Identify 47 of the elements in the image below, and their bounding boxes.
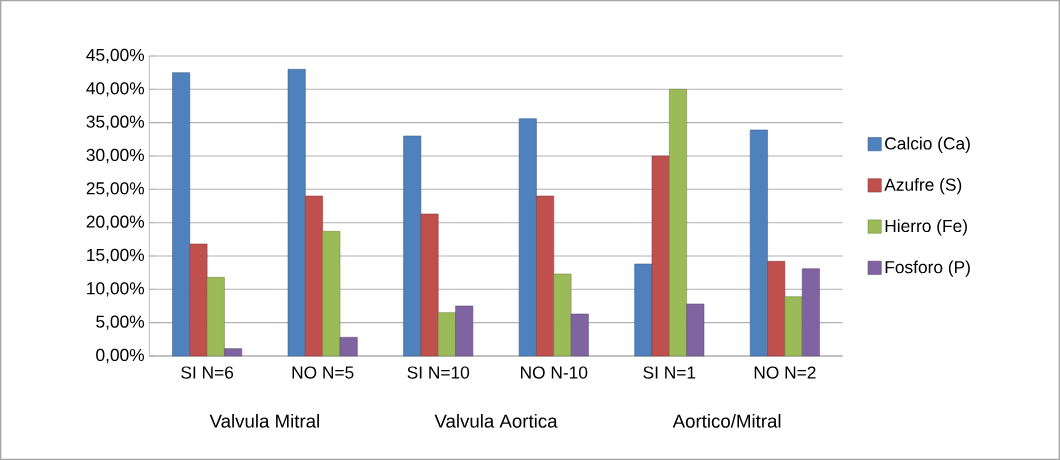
legend-label: Fosforo (P) <box>885 260 970 277</box>
x-tick-label: SI N=6 <box>181 366 234 379</box>
y-tick-label: 40,00% <box>86 82 145 97</box>
bar <box>420 213 439 357</box>
bar <box>437 312 456 357</box>
bar <box>339 337 358 357</box>
bar <box>403 135 422 357</box>
bar <box>686 303 705 357</box>
legend-label: Azufre (S) <box>884 178 962 195</box>
y-tick-label: 20,00% <box>86 215 145 230</box>
bar <box>634 263 653 357</box>
y-tick-label: 35,00% <box>86 115 145 130</box>
bar <box>651 155 670 357</box>
bar <box>669 89 687 357</box>
bar <box>287 69 306 357</box>
text: Aortico/Mitral <box>672 414 781 428</box>
bar <box>322 231 341 357</box>
x-tick-label: NO N=2 <box>754 366 816 379</box>
bar <box>801 268 820 357</box>
x-tick-label: NO N-10 <box>521 366 588 379</box>
y-tick-label: 25,00% <box>86 182 145 197</box>
bar <box>189 243 208 357</box>
bar <box>784 296 803 357</box>
bar <box>172 72 191 357</box>
y-tick-label: 5,00% <box>96 315 145 330</box>
y-tick-label: 30,00% <box>86 148 145 164</box>
bar <box>305 195 323 357</box>
x-tick-label: SI N=1 <box>643 366 696 379</box>
legend-label: Hierro (Fe) <box>885 219 967 236</box>
text: Valvula Mitral <box>209 414 319 428</box>
x-tick-label: NO N=5 <box>292 366 354 379</box>
bar <box>553 273 572 357</box>
y-tick-label: 10,00% <box>87 282 145 297</box>
bar <box>749 129 768 357</box>
text: Valvula Aortica <box>434 414 558 428</box>
y-tick-label: 45,00% <box>86 48 145 64</box>
bar <box>455 305 474 357</box>
bar <box>518 118 537 357</box>
legend-label: Calcio (Ca) <box>885 136 970 154</box>
bar <box>206 277 225 357</box>
y-tick-label: 0,00% <box>96 348 145 364</box>
x-tick-label: SI N=10 <box>407 366 470 379</box>
bar <box>570 313 589 357</box>
bar <box>536 195 555 357</box>
bar <box>767 261 786 357</box>
y-tick-label: 15,00% <box>87 248 145 264</box>
bar <box>224 348 243 357</box>
